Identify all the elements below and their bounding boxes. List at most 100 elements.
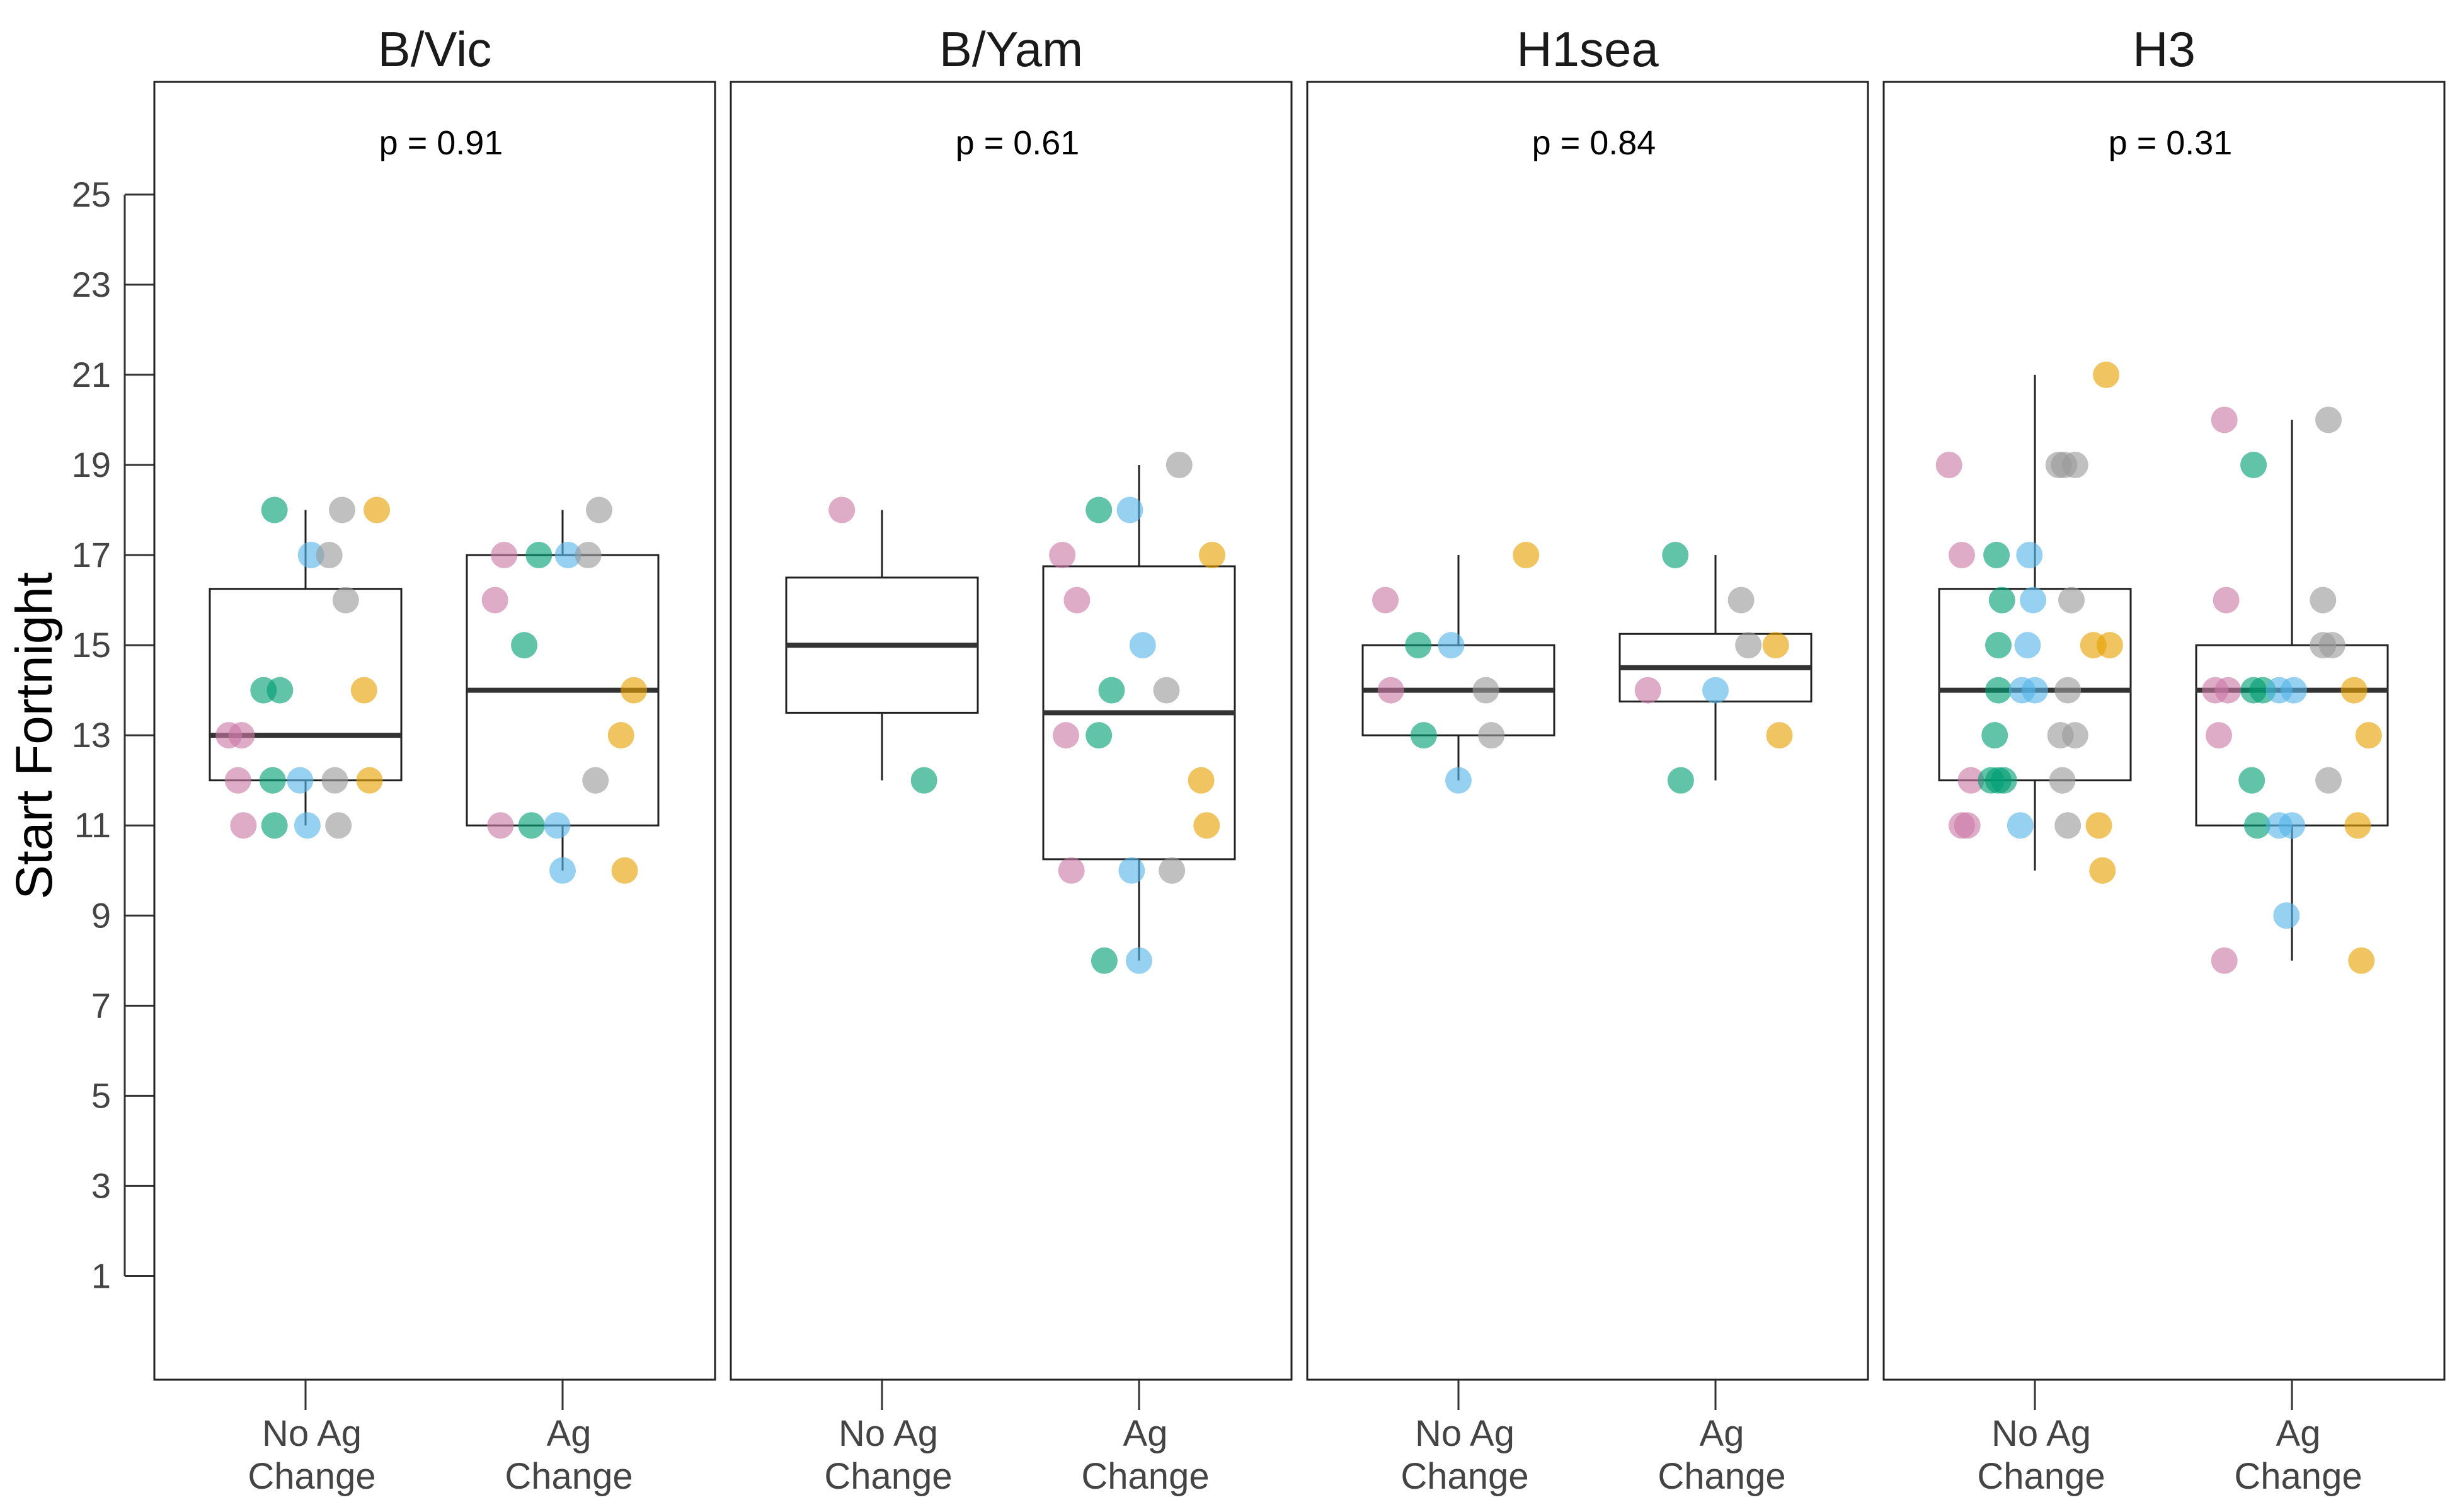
data-point	[1983, 542, 2010, 569]
data-point	[2273, 902, 2300, 929]
data-point	[2061, 722, 2088, 749]
data-point	[1049, 542, 1076, 569]
y-tick-label: 19	[72, 445, 111, 484]
data-point	[621, 677, 648, 704]
data-point	[1085, 722, 1113, 749]
data-point	[350, 677, 377, 704]
data-point	[2020, 587, 2047, 614]
data-point	[2238, 767, 2265, 794]
data-point	[611, 857, 638, 884]
data-point	[259, 767, 286, 794]
data-point	[1053, 722, 1079, 749]
box-0	[1938, 374, 2132, 871]
data-point	[2340, 677, 2368, 704]
data-point	[2022, 677, 2048, 704]
data-point	[294, 812, 321, 839]
data-point	[491, 542, 518, 569]
data-point	[287, 767, 314, 794]
data-point	[1988, 587, 2015, 614]
data-point	[1438, 632, 1465, 659]
data-point	[575, 542, 602, 569]
data-point	[582, 767, 609, 794]
data-point	[321, 767, 348, 794]
data-point	[1091, 947, 1118, 974]
y-tick-label: 13	[72, 715, 111, 755]
data-point	[586, 496, 612, 524]
box-1	[1042, 464, 1236, 961]
x-tick-label: No Ag Change	[248, 1413, 375, 1497]
data-point	[910, 767, 937, 794]
data-point	[228, 722, 255, 749]
y-tick-label: 15	[72, 625, 111, 665]
y-tick-label: 1	[91, 1256, 111, 1295]
x-tick-label-line: No Ag	[1415, 1413, 1515, 1454]
data-point	[1949, 542, 1975, 569]
data-point	[487, 812, 514, 839]
data-point	[2318, 632, 2345, 659]
x-tick-label: Ag Change	[1081, 1413, 1209, 1497]
data-point	[261, 812, 288, 839]
data-point	[1702, 677, 1729, 704]
x-tick-label-line: Ag	[1700, 1413, 1744, 1454]
data-point	[1129, 632, 1156, 659]
x-tick-label-line: No Ag	[839, 1413, 938, 1454]
data-point	[1762, 632, 1789, 659]
y-tick-label: 25	[72, 175, 111, 214]
data-point	[230, 812, 257, 839]
data-point	[525, 542, 553, 569]
data-point	[1445, 767, 1472, 794]
data-point	[261, 496, 288, 524]
x-tick-label-line: Change	[1400, 1456, 1528, 1497]
data-point	[2279, 812, 2305, 839]
data-point	[316, 542, 343, 569]
data-point	[1478, 722, 1505, 749]
data-point	[329, 496, 355, 524]
panel-title: B/Yam	[939, 21, 1083, 77]
y-axis-title: Start Fortnight	[6, 572, 63, 900]
data-point	[2243, 812, 2271, 839]
data-point	[2315, 767, 2342, 794]
data-point	[2355, 722, 2382, 749]
data-point	[1098, 677, 1125, 704]
data-point	[2016, 542, 2043, 569]
data-point	[2093, 361, 2120, 388]
data-point	[1126, 947, 1152, 974]
data-point	[518, 812, 545, 839]
x-tick-label-line: No Ag	[262, 1413, 362, 1454]
data-point	[1985, 677, 2012, 704]
y-tick-label: 11	[74, 805, 111, 845]
x-tick-label-line: No Ag	[1991, 1413, 2091, 1454]
data-point	[481, 587, 508, 614]
data-point	[2280, 677, 2307, 704]
data-point	[1085, 496, 1113, 524]
data-point	[1118, 857, 1145, 884]
x-tick-label-line: Change	[1658, 1456, 1785, 1497]
data-point	[1957, 767, 1984, 794]
data-point	[2014, 632, 2041, 659]
x-tick-label: No Ag Change	[1977, 1413, 2105, 1497]
data-point	[2054, 677, 2082, 704]
y-tick-label: 21	[72, 355, 111, 394]
data-point	[266, 677, 294, 704]
x-tick-label: Ag Change	[1658, 1413, 1785, 1497]
y-tick-label: 3	[91, 1166, 111, 1205]
data-point	[2211, 406, 2238, 433]
data-point	[2049, 767, 2076, 794]
panel-title: H3	[2133, 21, 2196, 77]
y-tick-label: 5	[91, 1075, 111, 1115]
data-point	[1985, 632, 2012, 659]
data-point	[1405, 632, 1432, 659]
data-point	[511, 632, 538, 659]
data-point	[364, 496, 391, 524]
data-point	[356, 767, 383, 794]
y-tick-label: 17	[72, 535, 111, 575]
data-point	[2310, 587, 2337, 614]
p-value-annotation: p = 0.61	[956, 124, 1080, 162]
data-point	[1662, 542, 1689, 569]
panel-frame	[1306, 81, 1869, 1381]
data-point	[2315, 406, 2342, 433]
